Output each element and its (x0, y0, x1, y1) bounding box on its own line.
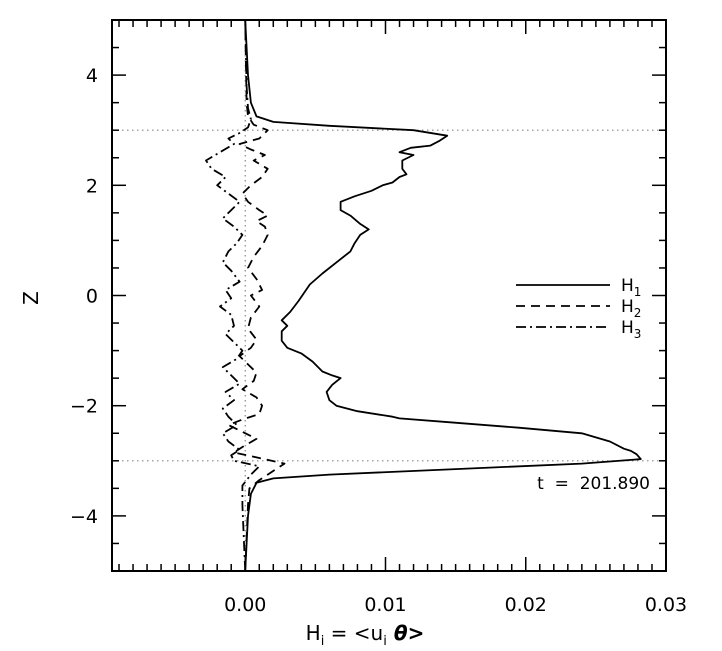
axis-ticks (112, 19, 667, 572)
y-tick-label: 4 (86, 65, 98, 87)
legend-label-h2: H2 (621, 297, 641, 320)
x-tick-label: 0.00 (224, 594, 266, 616)
x-tick-label: 0.02 (505, 594, 547, 616)
series-line-h3 (205, 19, 261, 572)
legend: H1 H2 H3 (516, 276, 641, 341)
time-annotation: t = 201.890 (537, 474, 650, 494)
x-tick-label: 0.01 (364, 594, 406, 616)
legend-label-h1: H1 (621, 276, 641, 299)
y-tick-label: −4 (70, 506, 98, 528)
y-axis-title: Z (19, 291, 43, 305)
y-tick-label: −2 (70, 396, 98, 418)
series-line-h1 (244, 19, 642, 572)
tick-labels: 0.00 0.01 0.02 0.03 −4 −2 0 2 4 (70, 65, 687, 616)
reference-lines (112, 20, 666, 571)
x-tick-label: 0.03 (645, 594, 687, 616)
series-line-h2 (227, 19, 286, 572)
y-tick-label: 2 (86, 175, 98, 197)
legend-label-h3: H3 (621, 318, 641, 341)
x-axis-title: Hi = <ui θ> (306, 621, 425, 649)
series-layer (205, 19, 642, 572)
y-tick-label: 0 (86, 286, 98, 308)
